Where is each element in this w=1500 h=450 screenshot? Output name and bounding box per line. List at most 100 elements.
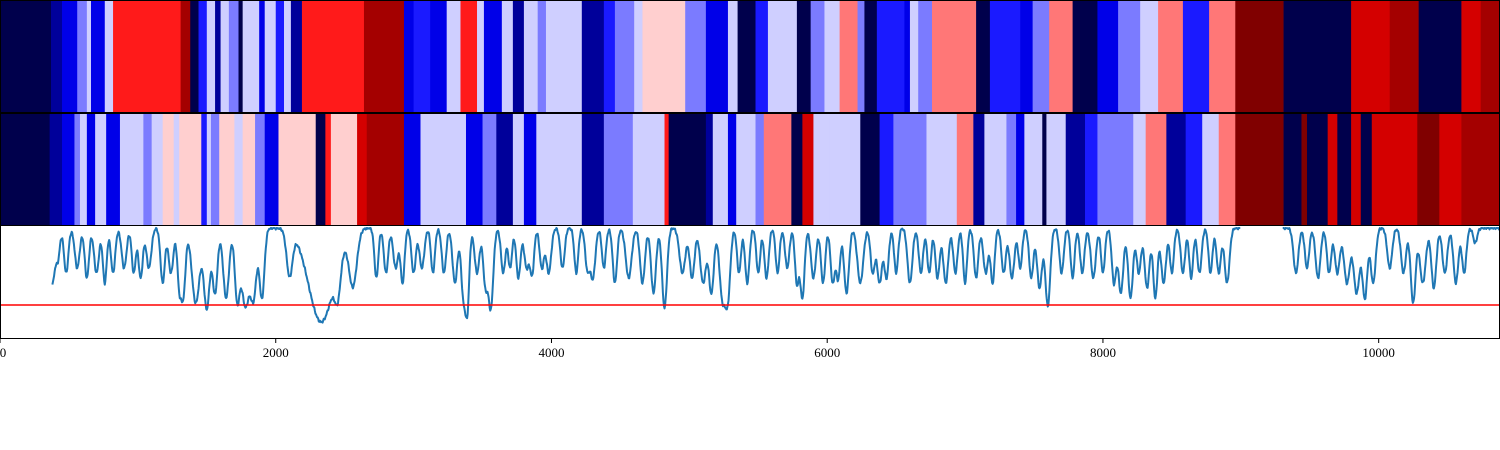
heatmap-1-segment [824,1,841,112]
heatmap-2-segment [482,114,497,225]
heatmap-2-segment [523,114,537,225]
heatmap-2-segment [581,114,605,225]
heatmap-1-segment [1020,1,1034,112]
heatmap-2-segment [1235,114,1284,225]
heatmap-1-segment [931,1,977,112]
heatmap-2-segment [1145,114,1167,225]
heatmap-1-segment [1158,1,1184,112]
heatmap-1-segment [1351,1,1391,112]
heatmap-2-segment [162,114,175,225]
heatmap-2-segment [219,114,235,225]
heatmap-2-segment [496,114,514,225]
x-tick-label: 4000 [538,345,564,360]
heatmap-2-segment [79,114,88,225]
heatmap-2-segment [1371,114,1418,225]
heatmap-2-segment [1085,114,1098,225]
heatmap-1-segment [1480,1,1500,112]
heatmap-1-segment [685,1,707,112]
heatmap-1-segment [206,1,216,112]
heatmap-1-segment [104,1,114,112]
heatmap-1-segment [363,1,405,112]
heatmap-1-segment [1283,1,1352,112]
heatmap-2-segment [1360,114,1373,225]
signal-line [51,227,1500,324]
heatmap-2-segment [1006,114,1017,225]
heatmap-1-segment [810,1,825,112]
heatmap-1-segment [537,1,547,112]
heatmap-2-segment [973,114,985,225]
heatmap-2-segment [95,114,107,225]
heatmap-1-segment [290,1,303,112]
heatmap-1-segment [864,1,878,112]
heatmap-2-segment [813,114,831,225]
heatmap-2-segment [1301,114,1308,225]
heatmap-2-segment [705,114,714,225]
x-tick-label: 2000 [263,345,289,360]
heatmap-2-segment [632,114,665,225]
heatmap-1-segment [1140,1,1159,112]
heatmap-1-segment [1182,1,1210,112]
heatmap-1-segment [51,1,63,112]
heatmap-1-segment [483,1,503,112]
heatmap-1-segment [238,1,244,112]
heatmap-1-segment [767,1,798,112]
heatmap-2-segment [727,114,737,225]
heatmap-2-segment [465,114,483,225]
heatmap-1-segment [77,1,88,112]
heatmap-1-segment [284,1,292,112]
heatmap-2-segment [325,114,332,225]
heatmap-2-segment [512,114,525,225]
heatmap-2-segment [1306,114,1329,225]
heatmap-1-segment [523,1,539,112]
heatmap-1-segment [446,1,461,112]
heatmap-1-segment [642,1,686,112]
heatmap-2-segment [151,114,164,225]
heatmap-1-segment [1032,1,1050,112]
heatmap-2-segment [763,114,792,225]
heatmap-1-segment [90,1,106,112]
x-tick-label: 10000 [1362,345,1395,360]
heatmap-2-segment [1016,114,1025,225]
heatmap-1-segment [301,1,365,112]
heatmap-2-segment [1283,114,1302,225]
heatmap-2-segment [234,114,244,225]
heatmap-2-segment [558,114,583,225]
heatmap-2-segment [1439,114,1462,225]
heatmap-2-segment [1097,114,1134,225]
heatmap-1-segment [705,1,729,112]
heatmap-2-segment [1185,114,1203,225]
heatmap-2-segment [1461,114,1500,225]
heatmap-1-segment [857,1,865,112]
heatmap-1-segment [275,1,285,112]
heatmap-1-segment [460,1,478,112]
heatmap-2-segment [984,114,1007,225]
heatmap-2-segment [74,114,81,225]
heatmap-1-segment [477,1,485,112]
heatmap-1-segment [215,1,221,112]
heatmap-2-segment [315,114,326,225]
heatmap-2-segment [0,114,51,225]
heatmap-2-segment [119,114,144,225]
heatmap-2-segment [1351,114,1362,225]
heatmap-1-segment [180,1,191,112]
heatmap-1-segment [198,1,208,112]
heatmap-2-segment [1024,114,1043,225]
heatmap-2-segment [860,114,880,225]
heatmap-1-segment [0,1,52,112]
heatmap-1-segment [1389,1,1420,112]
heatmap-1-segment [989,1,1021,112]
heatmap-2-segment [49,114,63,225]
heatmap-2-segment [330,114,358,225]
heatmap-2-segment [1046,114,1067,225]
heatmap-2-segment [879,114,894,225]
heatmap-1-segment [1049,1,1074,112]
heatmap-2-segment [173,114,180,225]
heatmap-2-segment [1327,114,1338,225]
heatmap-2-segment [736,114,756,225]
heatmap-2-segment [1218,114,1236,225]
heatmap-1-segment [403,1,414,112]
heatmap-2-segment [242,114,256,225]
heatmap-1-segment [976,1,991,112]
heatmap-2-segment [712,114,729,225]
